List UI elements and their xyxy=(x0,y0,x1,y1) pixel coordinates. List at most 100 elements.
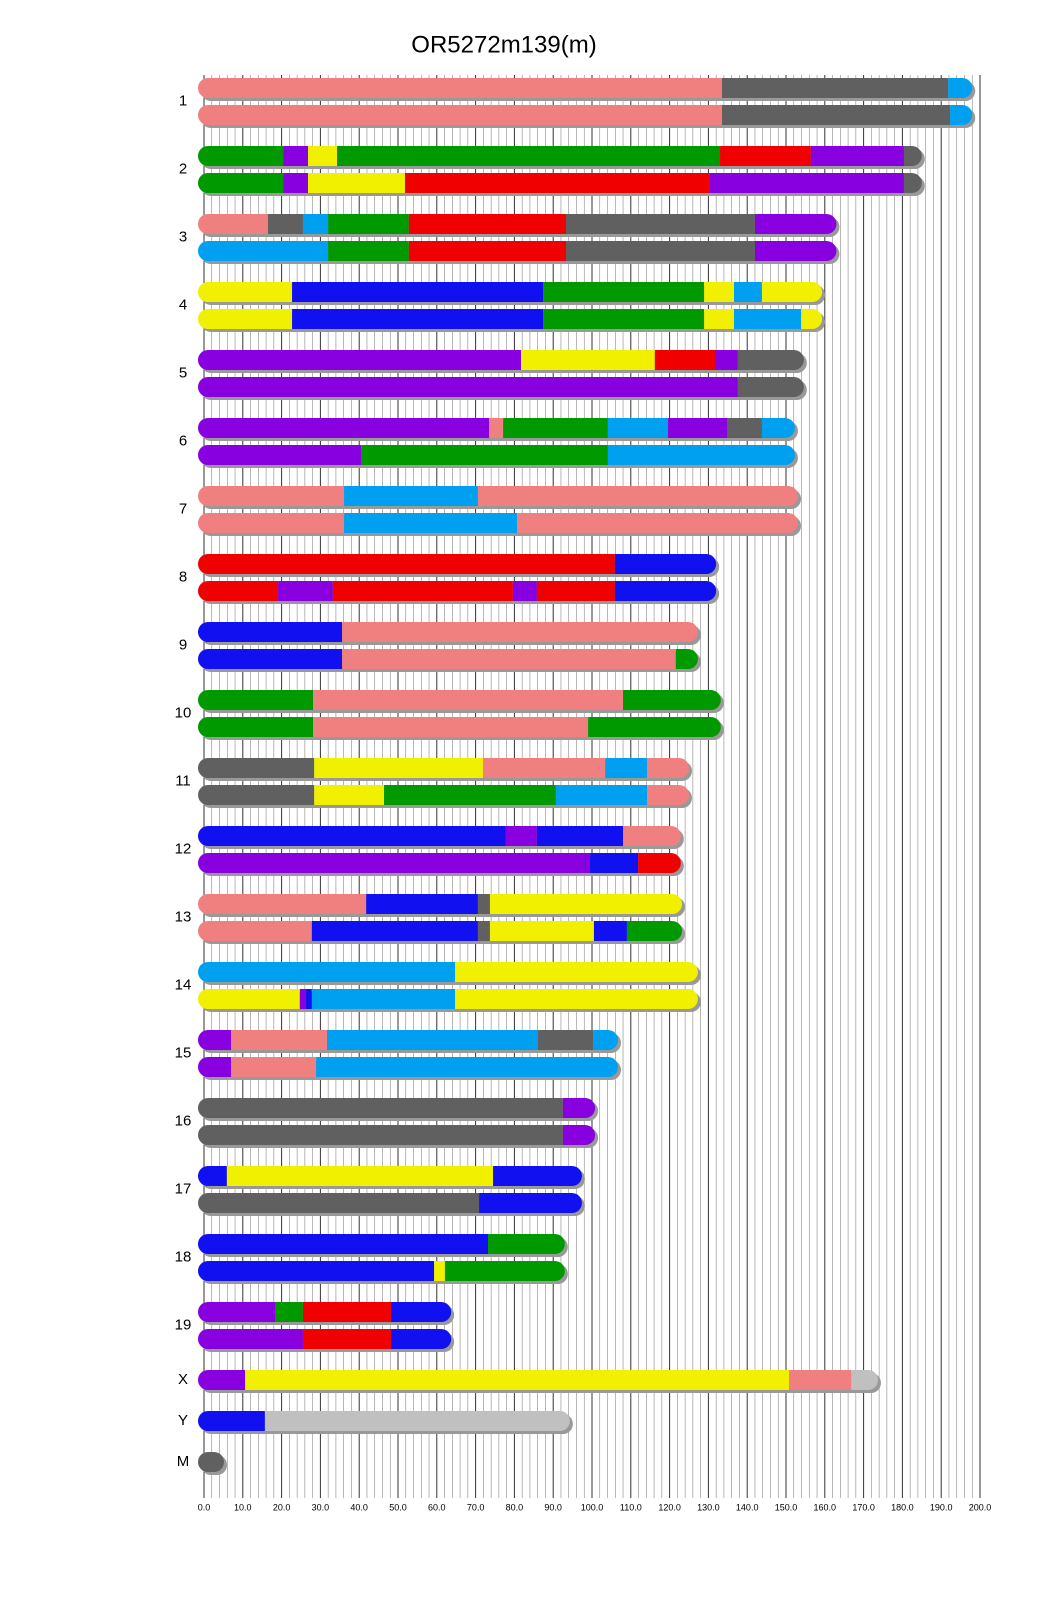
segment xyxy=(517,513,799,533)
segment xyxy=(590,853,639,873)
segment xyxy=(737,377,804,397)
haplotype xyxy=(198,1098,596,1118)
segment xyxy=(536,826,624,846)
haplotype xyxy=(198,78,973,98)
x-tick-label: 130.0 xyxy=(697,1502,720,1512)
segment xyxy=(536,581,615,601)
segment xyxy=(302,1302,392,1322)
segment xyxy=(789,1370,852,1390)
segment xyxy=(675,649,698,669)
segment xyxy=(520,350,655,370)
segment xyxy=(734,282,762,302)
segment xyxy=(344,513,518,533)
segment xyxy=(555,785,648,805)
segment xyxy=(226,1166,494,1186)
segment xyxy=(198,1261,435,1281)
segment xyxy=(328,214,409,234)
segment xyxy=(477,486,799,506)
x-tick-label: 190.0 xyxy=(930,1502,953,1512)
segment xyxy=(245,1370,790,1390)
segment xyxy=(292,309,544,329)
segment xyxy=(198,146,284,166)
chromosome-label: 14 xyxy=(175,976,192,993)
segment xyxy=(948,78,973,98)
haplotype xyxy=(198,1125,596,1145)
segment xyxy=(302,214,329,234)
haplotype xyxy=(198,894,683,914)
segment xyxy=(623,690,721,710)
segment xyxy=(761,418,795,438)
segment xyxy=(198,826,506,846)
haplotype xyxy=(198,921,683,941)
segment xyxy=(198,78,722,98)
segment xyxy=(198,513,345,533)
haplotype xyxy=(198,445,795,465)
chart-title: OR5272m139(m) xyxy=(411,31,596,58)
segment xyxy=(434,1261,445,1281)
haplotype xyxy=(198,785,689,805)
chromosome-label: 10 xyxy=(175,704,192,721)
haplotype xyxy=(198,1452,224,1472)
segment xyxy=(566,214,755,234)
segment xyxy=(455,962,698,982)
segment xyxy=(721,105,951,125)
segment xyxy=(709,173,904,193)
segment xyxy=(614,581,717,601)
x-tick-label: 40.0 xyxy=(350,1502,368,1512)
x-tick-label: 120.0 xyxy=(658,1502,681,1512)
segment xyxy=(404,173,710,193)
chromosome-label: 17 xyxy=(175,1180,192,1197)
haplotype xyxy=(198,1030,618,1050)
segment xyxy=(444,1261,565,1281)
haplotype xyxy=(198,826,681,846)
haplotype xyxy=(198,309,823,329)
segment xyxy=(727,418,762,438)
segment xyxy=(198,418,490,438)
segment xyxy=(198,921,312,941)
segment xyxy=(278,581,333,601)
haplotype xyxy=(198,350,804,370)
x-tick-label: 20.0 xyxy=(273,1502,291,1512)
segment xyxy=(316,1057,618,1077)
chromosome-label: 15 xyxy=(175,1044,192,1061)
segment xyxy=(720,146,811,166)
segment xyxy=(198,282,293,302)
segment xyxy=(562,1098,596,1118)
segment xyxy=(623,826,681,846)
segment xyxy=(605,758,648,778)
chromosome-label: 19 xyxy=(175,1316,192,1333)
segment xyxy=(810,146,904,166)
segment xyxy=(654,350,715,370)
x-tick-label: 80.0 xyxy=(506,1502,524,1512)
segment xyxy=(734,309,802,329)
chromosome-label: 18 xyxy=(175,1248,192,1265)
haplotype xyxy=(198,418,795,438)
segment xyxy=(198,989,300,1009)
segment xyxy=(754,241,837,261)
chromosome-label: 8 xyxy=(179,568,187,585)
segment xyxy=(638,853,681,873)
x-tick-label: 170.0 xyxy=(852,1502,875,1512)
haplotype xyxy=(198,1411,570,1431)
segment xyxy=(198,649,343,669)
haplotype xyxy=(198,377,804,397)
haplotype xyxy=(198,146,922,166)
segment xyxy=(488,1234,565,1254)
segment xyxy=(198,1030,232,1050)
haplotype xyxy=(198,554,717,574)
segment xyxy=(198,853,591,873)
segment xyxy=(264,1411,570,1431)
segment xyxy=(562,1125,596,1145)
segment xyxy=(313,717,589,737)
segment xyxy=(198,377,738,397)
segment xyxy=(198,1166,227,1186)
segment xyxy=(198,717,314,737)
segment xyxy=(299,989,307,1009)
segment xyxy=(231,1057,317,1077)
segment xyxy=(801,309,823,329)
haplotype xyxy=(198,989,698,1009)
segment xyxy=(307,146,338,166)
x-tick-label: 140.0 xyxy=(736,1502,759,1512)
